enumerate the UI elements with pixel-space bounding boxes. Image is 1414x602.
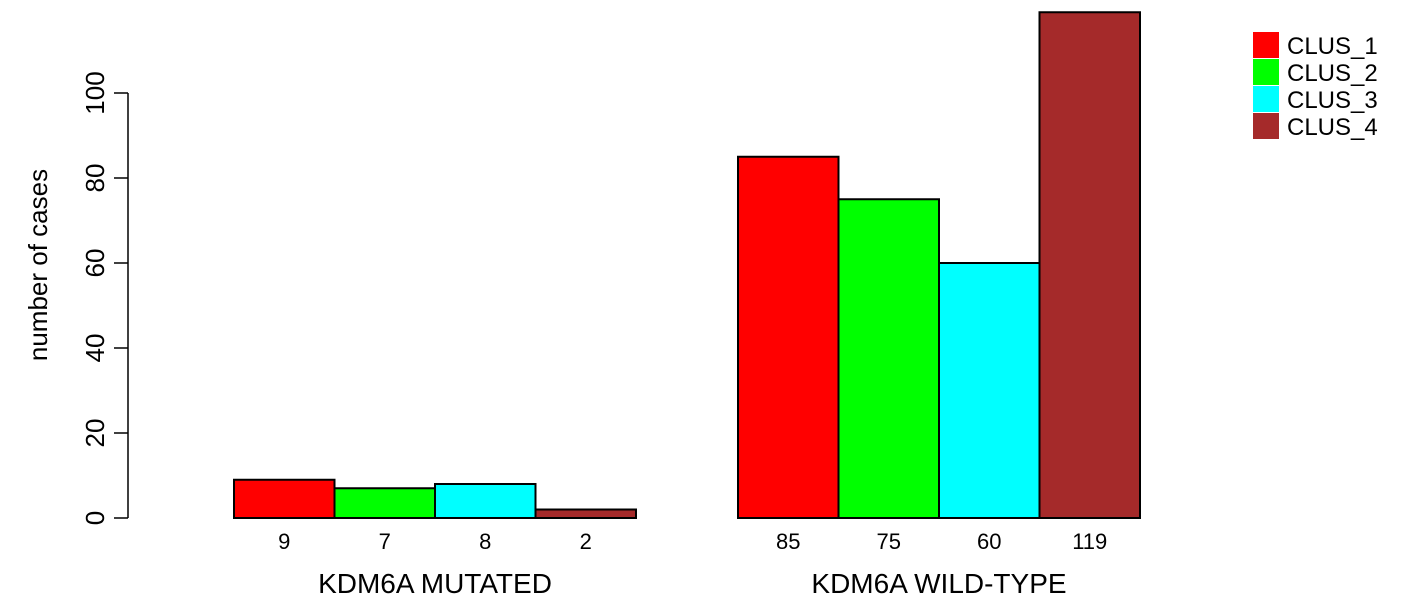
- bar-value-label: 9: [278, 529, 290, 554]
- y-tick-label: 40: [80, 334, 110, 363]
- y-tick-label: 20: [80, 419, 110, 448]
- y-tick-label: 80: [80, 164, 110, 193]
- category-label: KDM6A WILD-TYPE: [811, 568, 1066, 599]
- bar-value-label: 2: [580, 529, 592, 554]
- bar-clus-2-group-1: [333, 487, 436, 519]
- bar-value-labels: 9 7 8 2 85 75 60 119: [278, 529, 1107, 554]
- legend-swatch: [1253, 113, 1279, 139]
- legend-swatch: [1253, 86, 1279, 112]
- y-axis-label: number of cases: [23, 169, 53, 361]
- y-axis: 0 20 40 60 80 100: [80, 71, 129, 525]
- y-tick-label: 100: [80, 71, 110, 114]
- bar-clus-3-group-1: [434, 483, 537, 519]
- legend-swatch: [1253, 59, 1279, 85]
- y-tick-label: 0: [80, 511, 110, 525]
- bar-value-label: 8: [479, 529, 491, 554]
- bar-clus-3-group-2: [938, 262, 1041, 519]
- bar-clus-4-group-2: [1038, 11, 1141, 519]
- bar-clus-1-group-2: [737, 155, 840, 519]
- bar-value-label: 60: [977, 529, 1001, 554]
- bar-clus-4-group-1: [534, 508, 637, 519]
- legend-label: CLUS_3: [1287, 87, 1378, 114]
- y-tick-label: 60: [80, 249, 110, 278]
- legend-swatch: [1253, 32, 1279, 58]
- bar-value-label: 75: [877, 529, 901, 554]
- bar-clus-1-group-1: [233, 478, 336, 519]
- bars: [233, 11, 1141, 519]
- bar-clus-2-group-2: [837, 198, 940, 519]
- bar-value-label: 85: [776, 529, 800, 554]
- category-labels: KDM6A MUTATED KDM6A WILD-TYPE: [318, 568, 1067, 599]
- bar-value-label: 119: [1072, 529, 1107, 554]
- legend-label: CLUS_1: [1287, 33, 1378, 60]
- legend-label: CLUS_4: [1287, 114, 1378, 141]
- category-label: KDM6A MUTATED: [318, 568, 552, 599]
- legend-label: CLUS_2: [1287, 60, 1378, 87]
- bar-value-label: 7: [379, 529, 391, 554]
